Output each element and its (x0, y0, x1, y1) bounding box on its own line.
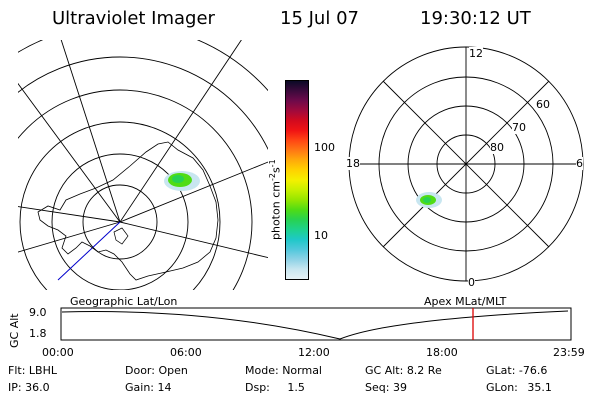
glon-field: GLon: 35.1 (486, 381, 552, 394)
door-field: Door: Open (125, 364, 188, 377)
alt-ylabel: GC Alt (8, 313, 21, 348)
date-label: 15 Jul 07 (280, 8, 359, 29)
geographic-map (18, 40, 268, 290)
seq-field: Seq: 39 (365, 381, 407, 394)
mlt-0: 0 (468, 276, 475, 289)
geographic-label: Geographic Lat/Lon (70, 295, 178, 308)
time-label: 19:30:12 UT (420, 8, 531, 29)
mode-field: Mode: Normal (245, 364, 322, 377)
polar-mlt-plot (348, 46, 584, 282)
alt-ytick-9: 9.0 (29, 306, 47, 319)
ip-field: IP: 36.0 (8, 381, 50, 394)
lat-60: 60 (536, 98, 550, 111)
mlt-18: 18 (346, 157, 360, 170)
lat-80: 80 (490, 141, 504, 154)
lat-70: 70 (512, 121, 526, 134)
colorbar-tick-10: 10 (314, 229, 328, 242)
dsp-field: Dsp: 1.5 (245, 381, 305, 394)
alt-xtick-0000: 00:00 (42, 346, 74, 359)
alt-xtick-0600: 06:00 (170, 346, 202, 359)
gcalt-field: GC Alt: 8.2 Re (365, 364, 442, 377)
altitude-plot (60, 307, 572, 341)
colorbar-label: photon cm-2s-1 (268, 159, 283, 240)
instrument-title: Ultraviolet Imager (52, 8, 215, 29)
alt-xtick-1800: 18:00 (426, 346, 458, 359)
apex-label: Apex MLat/MLT (424, 295, 507, 308)
colorbar (285, 80, 309, 280)
mlt-6: 6 (576, 157, 583, 170)
colorbar-tick-100: 100 (314, 141, 335, 154)
alt-xtick-2359: 23:59 (553, 346, 585, 359)
alt-ytick-1_8: 1.8 (29, 327, 47, 340)
mlt-12: 12 (469, 47, 483, 60)
glat-field: GLat: -76.6 (486, 364, 548, 377)
gain-field: Gain: 14 (125, 381, 172, 394)
alt-xtick-1200: 12:00 (298, 346, 330, 359)
flt-field: Flt: LBHL (8, 364, 57, 377)
